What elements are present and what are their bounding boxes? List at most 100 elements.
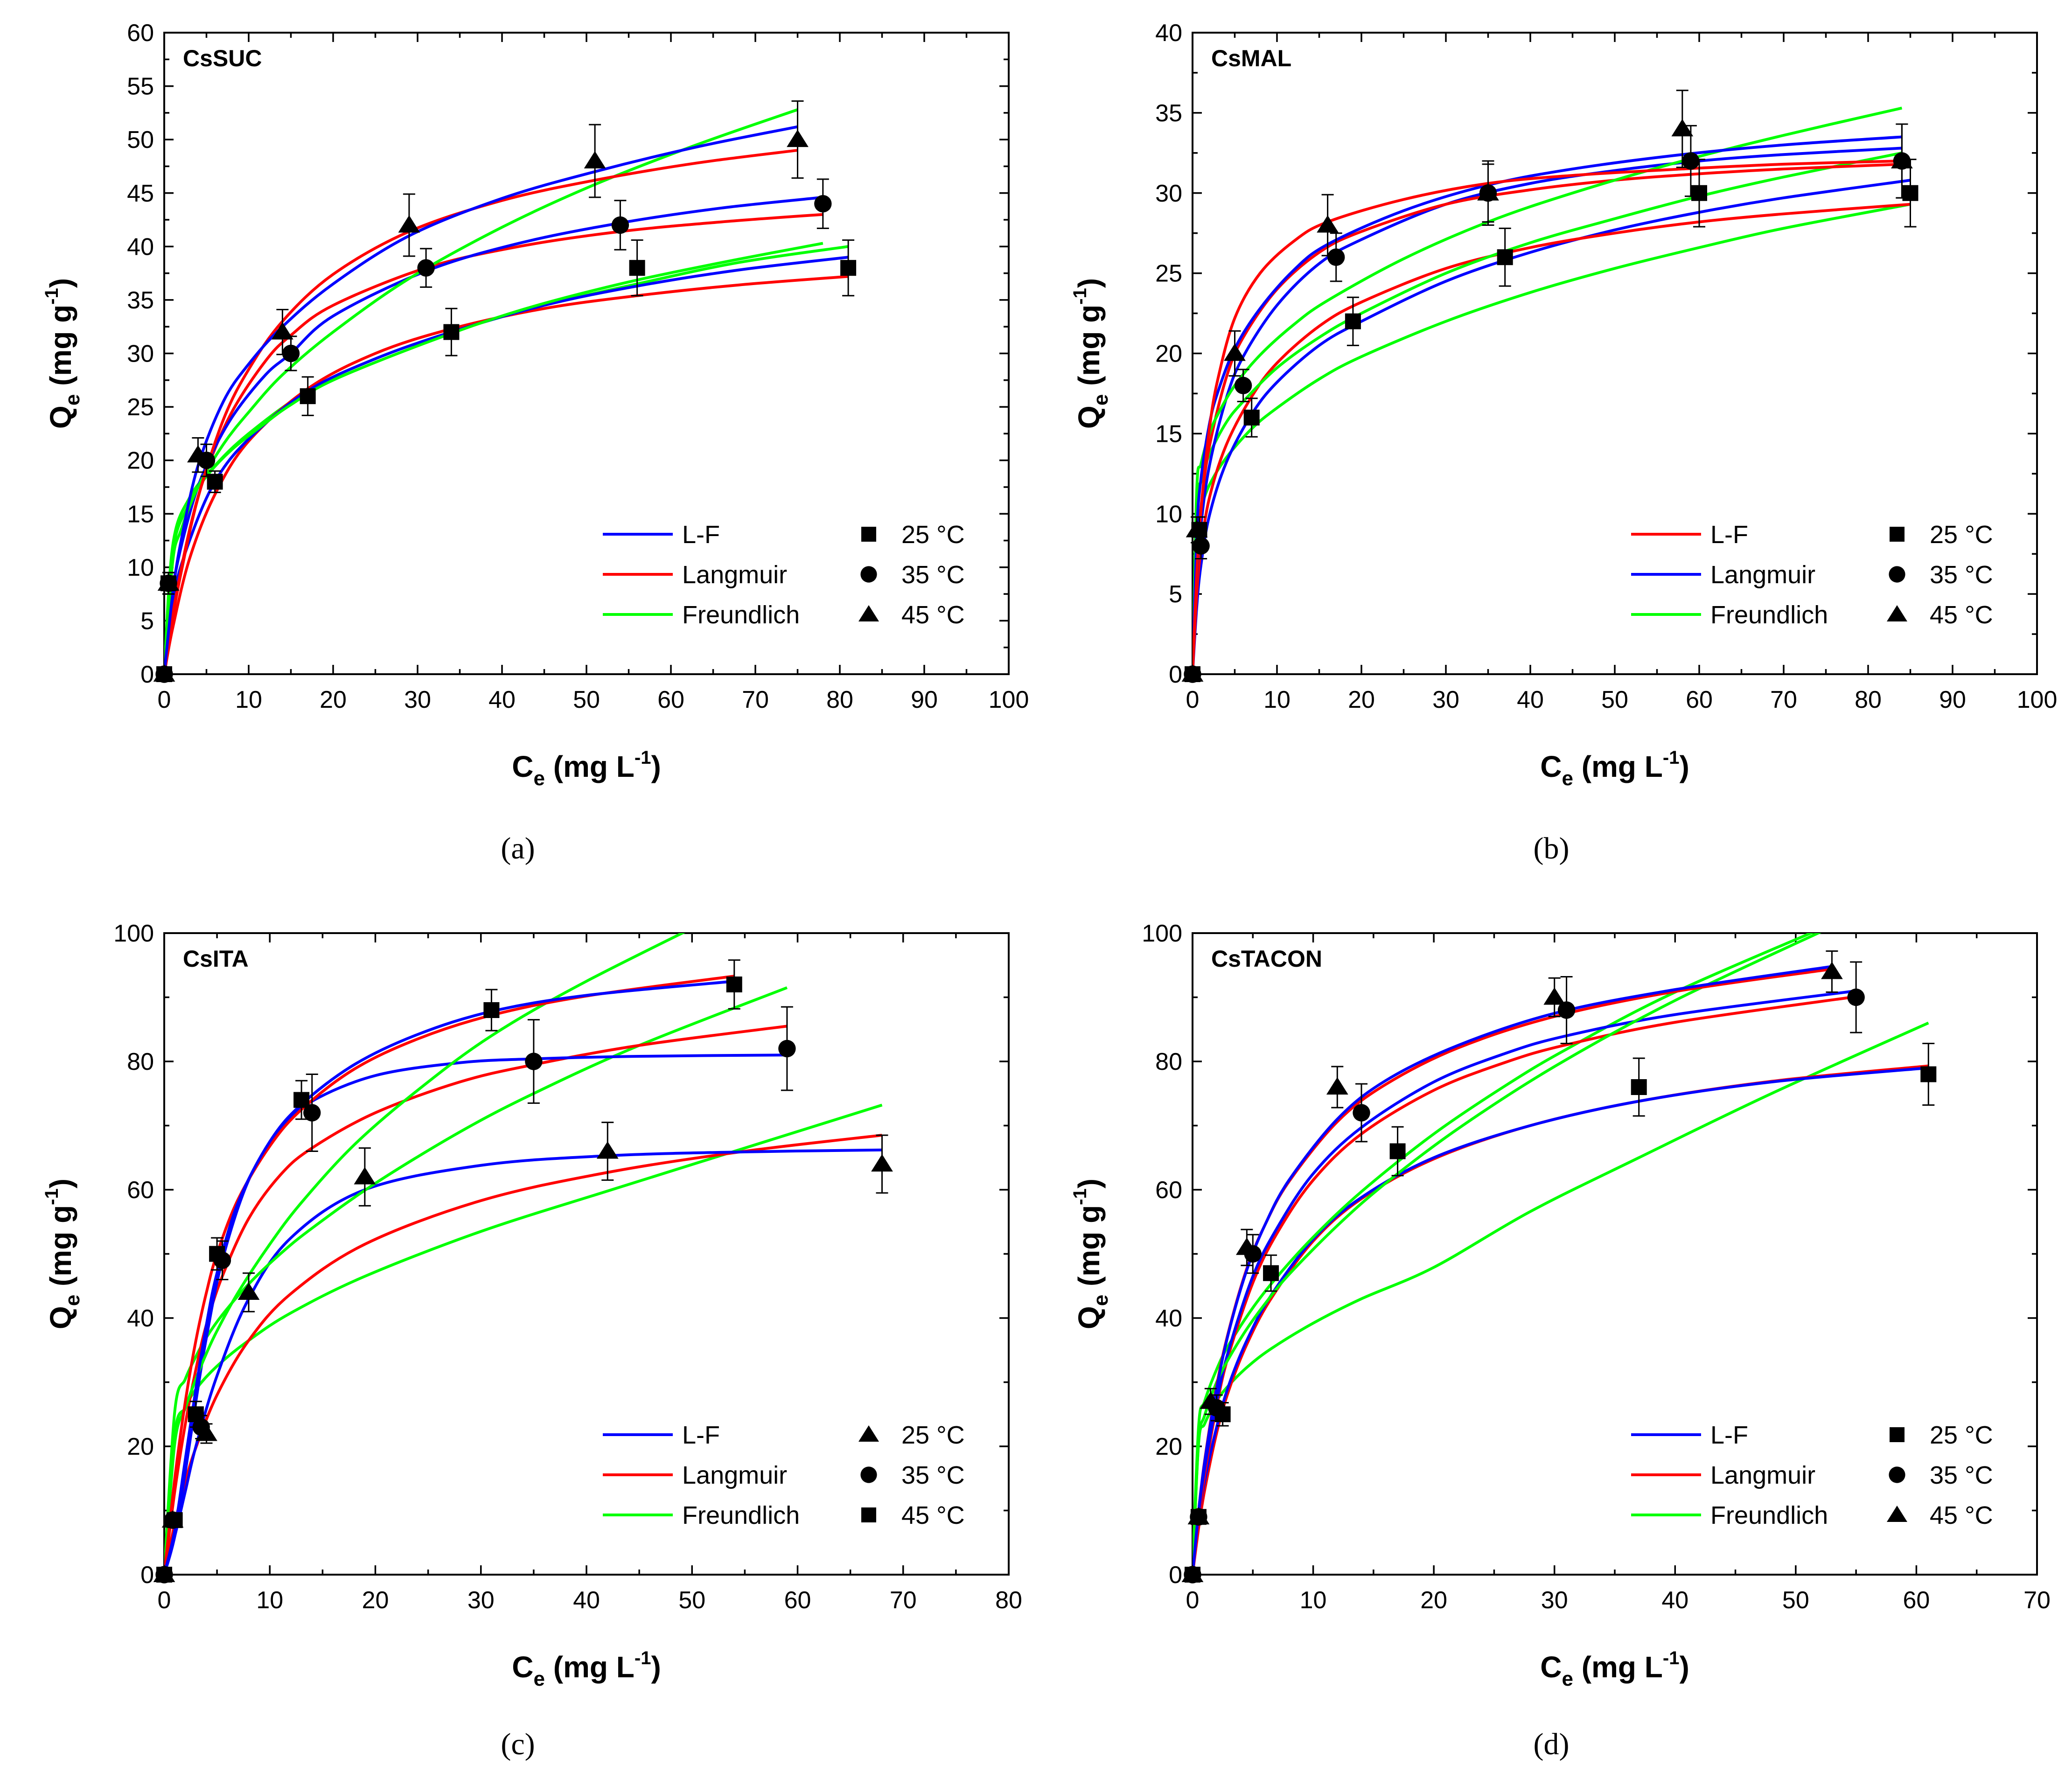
chart-d-fit-freundlich-line — [1193, 1021, 1929, 1575]
chart-b-x-tick-label: 50 — [1601, 686, 1628, 713]
chart-a-y-tick-label: 50 — [127, 126, 154, 153]
chart-a-x-tick-label: 20 — [320, 686, 347, 713]
chart-a-data-point — [187, 445, 209, 463]
chart-b-data-point — [1477, 183, 1499, 201]
chart-c-x-tick-label: 70 — [890, 1587, 917, 1614]
chart-c-data-point — [156, 1567, 172, 1583]
chart-d-legend-label: Freundlich — [1710, 1501, 1828, 1529]
chart-c-y-tick-label: 60 — [127, 1177, 154, 1204]
chart-a-y-tick-label: 15 — [127, 501, 154, 528]
chart-a-legend-marker — [860, 566, 877, 583]
chart-b-legend-temp-label: 45 °C — [1930, 601, 1993, 629]
panel-b-csmal: 0 10 20 30 40 50 60 70 80 90 100 0 5 10 15 20 25 30 35 40 Ce… — [1070, 20, 2057, 865]
chart-c-legend: L-F Langmuir Freundlich 25 °C 35 °C 45 °C — [603, 1421, 965, 1529]
chart-b-data-point — [1497, 249, 1513, 265]
chart-c-data-point — [483, 1002, 500, 1018]
chart-b-data-point — [1891, 151, 1913, 168]
chart-a-legend-label: L-F — [682, 521, 720, 549]
chart-d-x-tick-label: 10 — [1300, 1587, 1327, 1614]
chart-b-data-point — [1691, 185, 1707, 201]
chart-a-y-tick-label: 0 — [140, 661, 154, 688]
chart-d-x-tick-label: 60 — [1903, 1587, 1930, 1614]
chart-a-x-tick-label: 40 — [488, 686, 516, 713]
chart-d-caption: (d) — [1534, 1727, 1570, 1761]
chart-a-x-tick-label: 30 — [404, 686, 431, 713]
chart-a-data-point — [282, 344, 300, 363]
chart-d-fit-langmuir-line — [1193, 1064, 1929, 1575]
chart-d-x-tick-label: 70 — [2023, 1587, 2051, 1614]
chart-a-data-point — [398, 215, 420, 233]
chart-b-data-point — [1224, 343, 1246, 361]
chart-d-title: CsTACON — [1211, 946, 1322, 972]
chart-c-x-axis-title: Ce (mg L-1) — [512, 1648, 661, 1690]
chart-b-y-tick-label: 30 — [1155, 180, 1182, 207]
chart-a-fit-l-f-line — [164, 195, 823, 674]
chart-c-y-tick-label: 40 — [127, 1305, 154, 1332]
chart-d-y-tick-label: 20 — [1155, 1433, 1182, 1460]
chart-b-data-point — [1243, 410, 1260, 426]
chart-d-fit-freundlich-line — [1193, 933, 1821, 1575]
chart-b-y-tick-label: 40 — [1155, 20, 1182, 47]
chart-b-data-point — [1317, 215, 1339, 233]
chart-b-legend-temp-label: 35 °C — [1930, 561, 1993, 589]
chart-a-legend-marker — [861, 527, 876, 542]
chart-b-x-tick-label: 40 — [1517, 686, 1544, 713]
chart-b-plot-frame — [1192, 32, 2038, 675]
chart-c-legend-temp-label: 35 °C — [901, 1461, 965, 1489]
chart-b-legend-marker — [1889, 566, 1905, 583]
chart-a-y-tick-label: 10 — [127, 554, 154, 581]
chart-a-y-tick-label: 35 — [127, 287, 154, 314]
chart-c-y-tick-label: 0 — [140, 1562, 154, 1589]
chart-b-legend-temp-label: 25 °C — [1930, 521, 1993, 549]
chart-c-data-point — [293, 1092, 310, 1108]
chart-d-x-tick-label: 40 — [1661, 1587, 1688, 1614]
chart-b-data-point — [1671, 119, 1694, 137]
chart-b-x-tick-label: 100 — [2017, 686, 2058, 713]
chart-b-x-tick-label: 0 — [1186, 686, 1200, 713]
chart-a-data-point — [787, 129, 809, 147]
chart-b-fit-curves — [1193, 106, 1911, 674]
chart-c-data-point — [726, 977, 742, 992]
chart-a-data-point — [417, 259, 435, 277]
chart-c-fit-langmuir-line — [164, 1025, 788, 1575]
chart-b-y-tick-label: 15 — [1155, 420, 1182, 447]
chart-a-legend-temp-label: 45 °C — [901, 601, 965, 629]
chart-c-legend-temp-label: 25 °C — [901, 1421, 965, 1449]
chart-c-data-point — [778, 1040, 796, 1058]
chart-d-data-point — [1631, 1079, 1647, 1095]
chart-b-data-point — [1234, 377, 1252, 394]
chart-a-data-point — [814, 195, 832, 213]
chart-a-y-tick-label: 60 — [127, 20, 154, 47]
chart-c-legend-marker — [858, 1425, 879, 1442]
chart-a-y-tick-label: 30 — [127, 341, 154, 368]
chart-a-y-axis-title: Qe (mg g-1) — [42, 278, 84, 429]
chart-a-data-point — [629, 260, 645, 276]
chart-c-legend-marker — [861, 1507, 876, 1522]
chart-c-x-tick-label: 40 — [573, 1587, 600, 1614]
chart-d-data-point — [1389, 1143, 1406, 1159]
chart-b-x-tick-label: 10 — [1263, 686, 1291, 713]
chart-c-legend-label: L-F — [682, 1421, 720, 1449]
chart-c-x-tick-label: 80 — [995, 1587, 1022, 1614]
chart-c-x-tick-label: 10 — [256, 1587, 283, 1614]
chart-b-x-tick-label: 20 — [1348, 686, 1375, 713]
chart-a-title: CsSUC — [183, 45, 262, 71]
chart-d-legend-label: Langmuir — [1710, 1461, 1815, 1489]
chart-c-legend-label: Langmuir — [682, 1461, 787, 1489]
chart-c-fit-freundlich-line — [164, 986, 788, 1575]
chart-a-y-tick-label: 45 — [127, 180, 154, 207]
chart-b-y-tick-label: 35 — [1155, 100, 1182, 127]
chart-c-x-tick-label: 50 — [678, 1587, 705, 1614]
chart-d-legend-temp-label: 25 °C — [1930, 1421, 1993, 1449]
chart-b-series-45c — [1181, 90, 1913, 682]
chart-b-y-axis-title: Qe (mg g-1) — [1070, 278, 1112, 429]
chart-a-data-point — [272, 322, 293, 340]
panel-d-cstacon: 0 10 20 30 40 50 60 70 0 20 40 60 80 100 Ce (mg L-1) Qe… — [1070, 920, 2051, 1761]
chart-d-legend-temp-label: 35 °C — [1930, 1461, 1993, 1489]
chart-c-fit-langmuir-line — [164, 975, 735, 1575]
chart-d-fit-l-f-line — [1193, 1066, 1929, 1575]
chart-a-legend-temp-label: 25 °C — [901, 521, 965, 549]
chart-b-data-point — [1682, 152, 1700, 170]
chart-d-legend-marker — [1889, 1466, 1905, 1483]
chart-a-series-45c — [153, 100, 809, 682]
